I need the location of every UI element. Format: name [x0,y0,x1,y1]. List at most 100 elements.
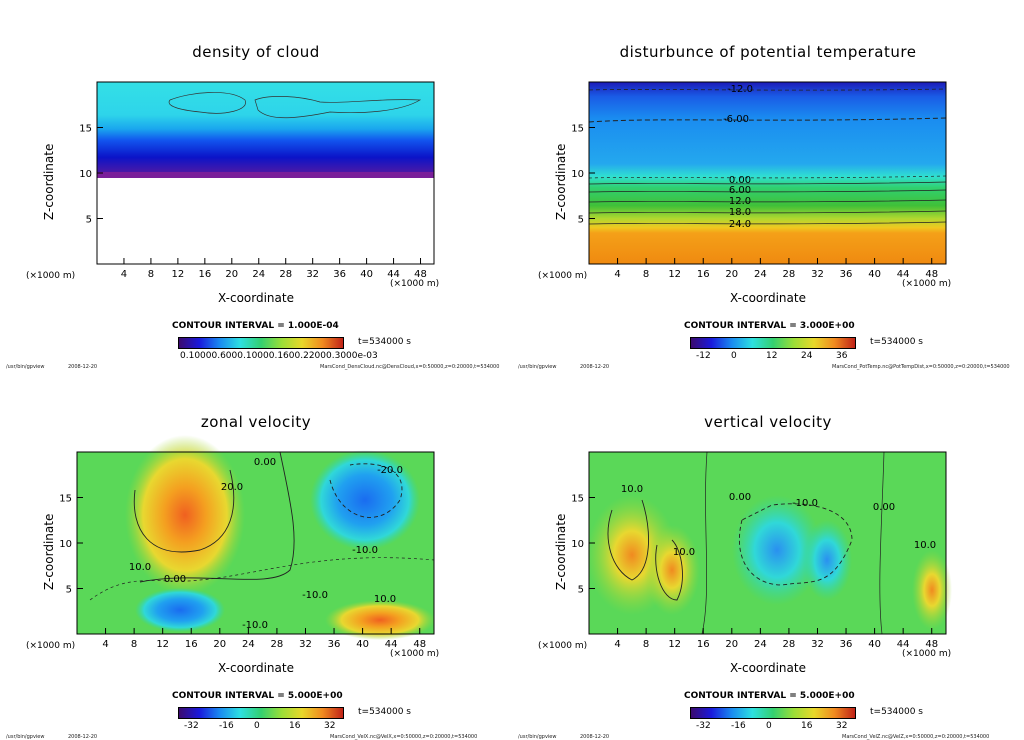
chart-title: zonal velocity [200,413,312,431]
x-tick-label: 8 [131,639,137,650]
time-label: t=534000 s [358,337,411,347]
contour-line [607,499,650,581]
y-tick-label: 10 [59,539,72,550]
footer-program: /usr/bin/gpview [6,364,45,370]
x-unit-left: (×1000 m) [538,641,588,651]
x-tick-label: 40 [868,269,881,280]
contour-line [133,469,235,553]
x-tick-label: 44 [897,639,910,650]
footer-source: MarsCond_PotTemp.nc@PotTempDist,x=0:5000… [832,364,1010,370]
colorbar-tick-label: 24 [801,351,813,361]
contour-line [588,88,947,91]
contour-label: 10.0 [621,484,643,495]
y-tick-label: 15 [571,124,584,135]
x-unit-right: (×1000 m) [902,649,952,659]
x-tick-label: 32 [306,269,319,280]
contour-interval: CONTOUR INTERVAL = 5.000E+00 [684,691,855,701]
colorbar [690,707,856,719]
x-tick-label: 8 [643,639,649,650]
footer-date: 2008-12-20 [580,734,610,740]
chart-title: vertical velocity [704,413,832,431]
x-tick-label: 48 [414,269,427,280]
y-tick-label: 10 [571,169,584,180]
x-tick-label: 16 [697,639,710,650]
x-tick-label: 12 [156,639,169,650]
contour-label: -10.0 [792,498,818,509]
contour-line [588,189,947,193]
footer-date: 2008-12-20 [68,364,98,370]
colorbar-tick-label: -16 [731,721,746,731]
contour-label: 10.0 [914,540,936,551]
contour-line [89,557,435,601]
contour-interval: CONTOUR INTERVAL = 3.000E+00 [684,321,855,331]
footer-source: MarsCond_VelX.nc@VelX,x=0:50000,z=0:2000… [330,734,478,740]
colorbar [178,337,344,349]
contour-line [588,210,947,214]
y-axis-label: Z-coordinate [42,143,56,220]
contour-line [168,92,246,114]
colorbar-tick-label: 32 [324,721,336,731]
field-fill [589,82,946,264]
x-axis-label: X-coordinate [730,291,806,305]
contour-interval: CONTOUR INTERVAL = 1.000E-04 [172,321,339,331]
contour-line [588,175,947,179]
x-tick-label: 12 [172,269,185,280]
y-axis-label: Z-coordinate [554,513,568,590]
x-tick-label: 40 [868,639,881,650]
y-tick-label: 10 [571,539,584,550]
colorbar-tick-label: 0 [731,351,737,361]
time-label: t=534000 s [870,707,923,717]
positive-region [912,550,952,630]
contour-label: 18.0 [729,207,751,218]
contour-line [655,539,683,601]
colorbar-tick-label: 12 [766,351,778,361]
contour-line [329,463,403,518]
x-axis-label: X-coordinate [218,291,294,305]
y-tick-label: 5 [86,215,92,226]
colorbar-labels: 0.10000.6000.10000.1600.22000.3000e-03 [180,351,378,361]
contour-line [254,96,422,119]
x-tick-label: 36 [328,639,341,650]
colorbar-tick-label: -32 [696,721,711,731]
contour-label: -10.0 [352,545,378,556]
chart-title: density of cloud [192,43,320,61]
contour-label: 24.0 [729,219,751,230]
positive-region [644,525,700,615]
contour-line [139,451,295,583]
footer-date: 2008-12-20 [68,734,98,740]
colorbar-tick-label: 16 [801,721,813,731]
x-tick-label: 28 [783,639,796,650]
contour-interval: CONTOUR INTERVAL = 5.000E+00 [172,691,343,701]
panel-vertical-velocity: vertical velocity 4 8 12 16 20 24 28 32 36 40 44 48… [512,370,1024,740]
x-tick-label: 24 [242,639,255,650]
field-fill [97,82,434,176]
contour-line [701,451,708,635]
x-unit-right: (×1000 m) [390,279,440,289]
x-tick-label: 36 [840,639,853,650]
colorbar-tick-label: -16 [219,721,234,731]
x-tick-label: 4 [614,639,620,650]
x-unit-left: (×1000 m) [26,271,76,281]
y-axis-label: Z-coordinate [554,143,568,220]
y-tick-label: 10 [79,169,92,180]
chart-title: disturbunce of potential temperature [619,43,917,61]
contour-label: -6.00 [723,114,749,125]
footer-program: /usr/bin/gpview [518,734,557,740]
x-tick-label: 48 [925,639,938,650]
x-unit-left: (×1000 m) [538,271,588,281]
y-tick-label: 5 [578,585,584,596]
contour-line [588,117,947,123]
x-tick-label: 24 [252,269,265,280]
cloud-base [97,172,434,178]
x-tick-label: 16 [697,269,710,280]
contour-label: 0.00 [729,175,751,186]
x-tick-label: 36 [840,269,853,280]
contour-line [738,503,853,586]
x-tick-label: 16 [185,639,198,650]
